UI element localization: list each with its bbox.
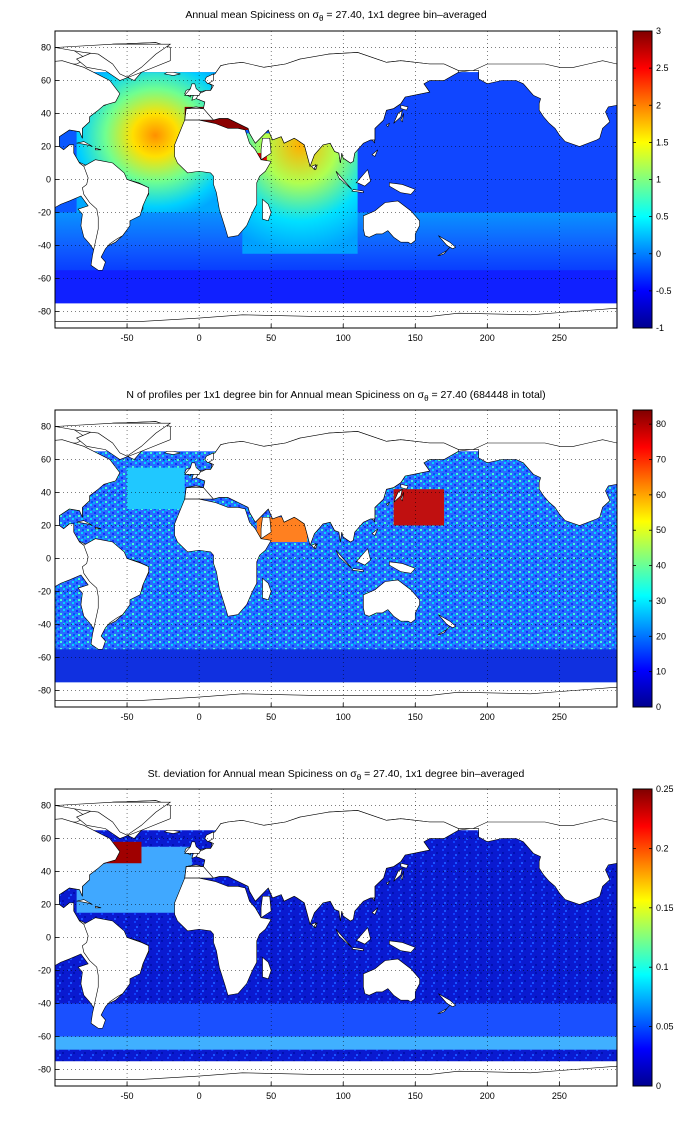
title-text-rest: = 27.40 (684448 in total) [429,389,546,401]
colorbar-tick-label: 50 [656,525,666,535]
title-subscript: θ [424,394,429,403]
colorbar-tick-label: 70 [656,455,666,465]
x-tick-label: 250 [552,712,567,722]
map-gridlines [55,410,617,707]
x-tick-label: 250 [552,1091,567,1101]
x-tick-label: 200 [480,333,495,343]
y-tick-label: -80 [38,307,51,317]
y-tick-label: 60 [41,76,51,86]
x-tick-label: 50 [266,1091,276,1101]
title-subscript: θ [319,14,324,23]
x-tick-label: -50 [121,333,134,343]
x-tick-label: -50 [121,712,134,722]
y-tick-label: -20 [38,966,51,976]
x-tick-label: 200 [480,1091,495,1101]
colorbar-tick-label: 0.5 [656,212,669,222]
x-tick-label: -50 [121,1091,134,1101]
map-panel-1: Annual mean Spiciness on σθ = 27.40, 1x1… [38,9,672,343]
panel-title: N of profiles per 1x1 degree bin for Ann… [126,389,545,403]
colorbar: -1 -0.5 0 0.5 1 1.5 2 2.5 3 [632,26,672,333]
x-tick-label: 150 [408,1091,423,1101]
title-text: N of profiles per 1x1 degree bin for Ann… [126,389,424,401]
colorbar-tick-label: 0 [656,1081,661,1091]
title-text-rest: = 27.40, 1x1 degree bin–averaged [361,768,524,780]
map-plot-area [55,410,617,707]
y-tick-label: -40 [38,620,51,630]
x-tick-label: 150 [408,333,423,343]
colorbar-tick-label: 80 [656,419,666,429]
colorbar-tick-label: 0.15 [656,903,674,913]
colorbar-tick-label: 20 [656,631,666,641]
y-tick-label: 0 [46,554,51,564]
y-tick-label: -60 [38,274,51,284]
y-tick-label: 80 [41,801,51,811]
panel-title: St. deviation for Annual mean Spiciness … [148,768,525,782]
y-tick-label: 40 [41,109,51,119]
y-tick-label: 0 [46,933,51,943]
y-tick-label: 20 [41,900,51,910]
y-tick-label: 20 [41,142,51,152]
map-panel-3: St. deviation for Annual mean Spiciness … [38,768,674,1101]
colorbar-tick-label: 1 [656,175,661,185]
colorbar-tick-label: 0.25 [656,784,674,794]
colorbar: 0 10 20 30 40 50 60 70 80 [632,409,666,712]
colorbar-tick-label: 2 [656,100,661,110]
x-tick-label: 250 [552,333,567,343]
x-tick-label: 0 [197,333,202,343]
y-tick-label: -40 [38,241,51,251]
colorbar-tick-label: -1 [656,323,664,333]
y-tick-label: 20 [41,521,51,531]
colorbar: 0 0.05 0.1 0.15 0.2 0.25 [632,784,674,1091]
title-text: St. deviation for Annual mean Spiciness … [148,768,358,780]
y-tick-label: 80 [41,43,51,53]
colorbar-tick-label: 0 [656,702,661,712]
colorbar-tick-label: 0.05 [656,1022,674,1032]
y-tick-label: -40 [38,999,51,1009]
colorbar-tick-label: 3 [656,26,661,36]
colorbar-tick-label: 0.1 [656,962,669,972]
colorbar-tick-label: 10 [656,667,666,677]
y-tick-label: 60 [41,834,51,844]
map-gridlines [55,789,617,1086]
colorbar-tick-label: 2.5 [656,63,669,73]
y-tick-label: 0 [46,175,51,185]
y-tick-label: 60 [41,455,51,465]
y-tick-label: -60 [38,653,51,663]
title-text-rest: = 27.40, 1x1 degree bin–averaged [324,9,487,21]
x-tick-label: 0 [197,712,202,722]
y-tick-label: -20 [38,587,51,597]
map-gridlines [55,31,617,328]
x-tick-label: 200 [480,712,495,722]
y-tick-label: -20 [38,208,51,218]
x-tick-label: 100 [336,333,351,343]
x-tick-label: 100 [336,712,351,722]
colorbar-tick-label: 0.2 [656,843,669,853]
colorbar-tick-label: 30 [656,596,666,606]
map-plot-area [55,31,617,328]
map-plot-area [55,789,617,1086]
x-tick-label: 0 [197,1091,202,1101]
y-tick-label: 40 [41,488,51,498]
x-tick-label: 100 [336,1091,351,1101]
colorbar-tick-label: 0 [656,249,661,259]
title-text: Annual mean Spiciness on σ [185,9,319,21]
y-tick-label: -60 [38,1032,51,1042]
x-tick-label: 50 [266,712,276,722]
y-tick-label: 40 [41,867,51,877]
y-tick-label: 80 [41,422,51,432]
panel-title: Annual mean Spiciness on σθ = 27.40, 1x1… [185,9,487,23]
x-tick-label: 150 [408,712,423,722]
map-panel-2: N of profiles per 1x1 degree bin for Ann… [38,389,666,722]
colorbar-tick-label: 1.5 [656,137,669,147]
y-tick-label: -80 [38,686,51,696]
colorbar-tick-label: 60 [656,490,666,500]
y-tick-label: -80 [38,1065,51,1075]
colorbar-tick-label: 40 [656,561,666,571]
x-tick-label: 50 [266,333,276,343]
title-subscript: θ [357,773,362,782]
colorbar-tick-label: -0.5 [656,286,672,296]
